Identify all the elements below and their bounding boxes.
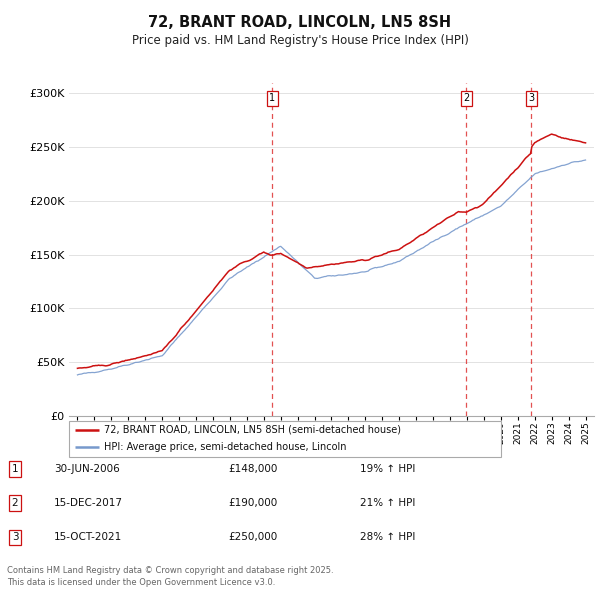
Text: Contains HM Land Registry data © Crown copyright and database right 2025.
This d: Contains HM Land Registry data © Crown c… bbox=[7, 566, 334, 587]
Text: 15-OCT-2021: 15-OCT-2021 bbox=[54, 533, 122, 542]
Text: 15-DEC-2017: 15-DEC-2017 bbox=[54, 499, 123, 508]
Text: 3: 3 bbox=[11, 533, 19, 542]
Text: 21% ↑ HPI: 21% ↑ HPI bbox=[360, 499, 415, 508]
Text: 72, BRANT ROAD, LINCOLN, LN5 8SH (semi-detached house): 72, BRANT ROAD, LINCOLN, LN5 8SH (semi-d… bbox=[104, 425, 401, 435]
Text: 28% ↑ HPI: 28% ↑ HPI bbox=[360, 533, 415, 542]
Text: 3: 3 bbox=[528, 93, 534, 103]
Text: Price paid vs. HM Land Registry's House Price Index (HPI): Price paid vs. HM Land Registry's House … bbox=[131, 34, 469, 47]
Text: £148,000: £148,000 bbox=[228, 464, 277, 474]
Text: HPI: Average price, semi-detached house, Lincoln: HPI: Average price, semi-detached house,… bbox=[104, 442, 346, 452]
Text: £190,000: £190,000 bbox=[228, 499, 277, 508]
Text: 1: 1 bbox=[11, 464, 19, 474]
Text: 1: 1 bbox=[269, 93, 275, 103]
Text: 2: 2 bbox=[11, 499, 19, 508]
Text: 2: 2 bbox=[463, 93, 469, 103]
Text: 19% ↑ HPI: 19% ↑ HPI bbox=[360, 464, 415, 474]
Text: £250,000: £250,000 bbox=[228, 533, 277, 542]
Text: 72, BRANT ROAD, LINCOLN, LN5 8SH: 72, BRANT ROAD, LINCOLN, LN5 8SH bbox=[148, 15, 452, 30]
Text: 30-JUN-2006: 30-JUN-2006 bbox=[54, 464, 120, 474]
FancyBboxPatch shape bbox=[69, 421, 501, 457]
